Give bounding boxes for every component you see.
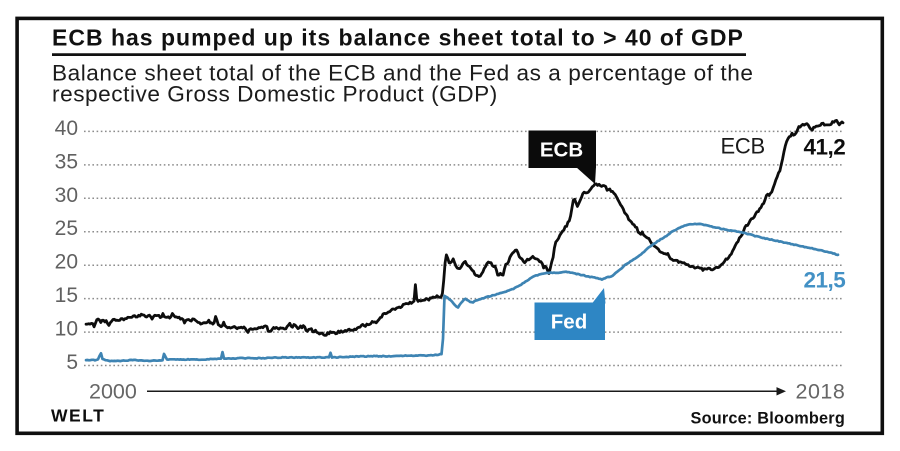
- svg-text:35: 35: [55, 150, 78, 173]
- svg-text:30: 30: [55, 184, 78, 207]
- svg-text:21,5: 21,5: [804, 268, 846, 293]
- svg-text:Fed: Fed: [551, 311, 587, 334]
- svg-text:Source: Bloomberg: Source: Bloomberg: [691, 410, 845, 428]
- svg-text:ECB: ECB: [721, 134, 765, 159]
- svg-text:41,2: 41,2: [804, 135, 846, 160]
- svg-text:2018: 2018: [796, 380, 846, 404]
- svg-text:ECB has pumped up its balance: ECB has pumped up its balance sheet tota…: [52, 25, 744, 51]
- svg-text:10: 10: [55, 318, 78, 341]
- svg-text:40: 40: [55, 117, 78, 140]
- svg-text:Balance sheet total of the ECB: Balance sheet total of the ECB and the F…: [52, 61, 753, 86]
- svg-text:20: 20: [55, 251, 78, 274]
- svg-text:15: 15: [55, 284, 78, 307]
- svg-text:25: 25: [55, 217, 78, 240]
- svg-text:5: 5: [66, 351, 78, 374]
- svg-text:2000: 2000: [89, 380, 137, 404]
- svg-text:respective Gross Domestic Prod: respective Gross Domestic Product (GDP): [52, 82, 498, 107]
- svg-text:WELT: WELT: [51, 406, 105, 426]
- svg-text:ECB: ECB: [540, 139, 583, 162]
